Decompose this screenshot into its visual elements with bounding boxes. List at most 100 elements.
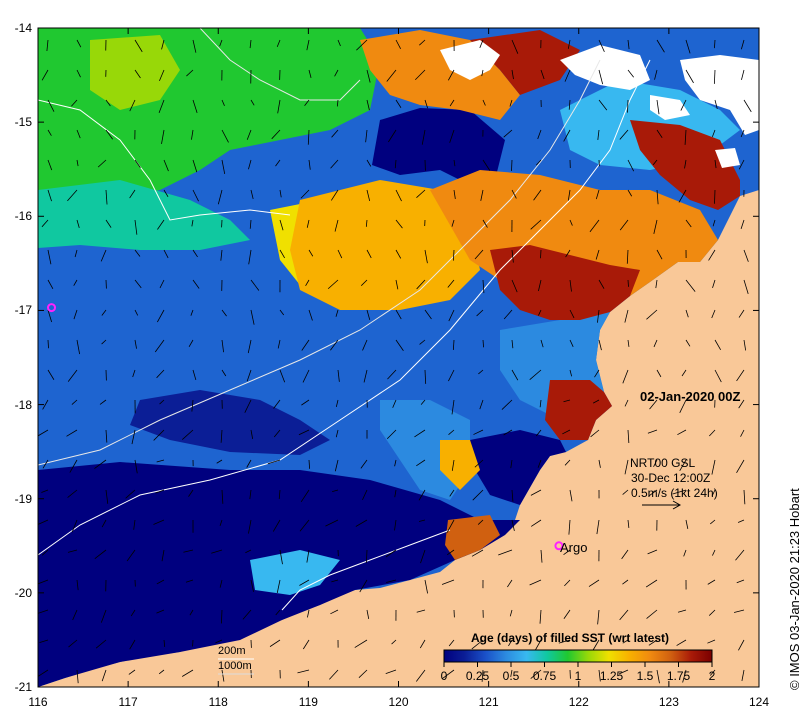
y-tick-label: -14 <box>14 21 32 35</box>
current-vector <box>416 459 426 467</box>
current-vector <box>279 219 284 231</box>
current-vector <box>622 369 629 384</box>
current-vector <box>712 549 716 556</box>
current-vector <box>221 99 225 106</box>
current-vector <box>481 69 484 77</box>
current-vector <box>419 639 426 649</box>
current-vector <box>416 279 426 290</box>
current-vector <box>306 219 310 228</box>
current-vector <box>626 249 629 264</box>
current-vector <box>597 309 600 323</box>
current-vector <box>537 459 542 468</box>
current-vector <box>682 669 687 683</box>
current-vector <box>192 189 199 202</box>
current-vector <box>249 39 252 49</box>
current-vector <box>250 309 255 325</box>
current-vector <box>100 609 107 623</box>
current-vector <box>153 519 165 525</box>
current-vector <box>498 549 513 556</box>
current-vector <box>478 369 484 375</box>
current-vector <box>618 669 629 675</box>
current-vector <box>273 399 281 409</box>
current-vector <box>646 609 658 619</box>
current-vector <box>128 669 136 675</box>
current-vector <box>134 39 143 53</box>
current-vector <box>558 639 571 644</box>
current-vector <box>714 39 716 49</box>
argo-label: Argo <box>560 540 588 555</box>
current-vector <box>530 669 542 679</box>
current-vector <box>301 399 310 406</box>
current-vector <box>624 399 629 407</box>
current-vector <box>627 279 629 287</box>
current-vector <box>279 249 285 259</box>
current-vector <box>273 429 281 438</box>
current-vector <box>279 369 286 383</box>
current-vector <box>192 369 197 381</box>
current-vector <box>154 339 165 353</box>
current-vector <box>743 279 749 295</box>
current-vector <box>511 489 514 502</box>
vector-scale-label: 0.5m/s (1kt 24h) <box>631 486 718 500</box>
current-vector <box>365 549 368 563</box>
current-vector <box>159 69 165 82</box>
current-vector <box>188 489 194 497</box>
current-vector <box>105 219 112 228</box>
current-vector <box>134 159 141 168</box>
current-vector <box>395 279 399 290</box>
current-vector <box>711 129 716 138</box>
current-vector <box>163 249 169 259</box>
current-vector <box>621 549 629 560</box>
current-vector <box>598 279 605 289</box>
current-vector <box>679 459 687 472</box>
current-vector <box>473 429 484 435</box>
current-vector <box>132 369 136 378</box>
current-vector <box>533 189 542 201</box>
current-vector <box>540 339 544 348</box>
current-vector <box>38 429 49 437</box>
current-vector <box>624 459 629 475</box>
current-vector <box>269 639 281 647</box>
current-vector <box>680 99 687 111</box>
current-vector <box>71 399 78 405</box>
current-vector <box>419 39 426 46</box>
current-vector <box>388 129 397 143</box>
current-vector <box>335 309 339 317</box>
current-vector <box>656 369 662 378</box>
current-vector <box>250 579 254 592</box>
current-vector <box>192 249 198 258</box>
current-vector <box>130 609 136 617</box>
current-vector <box>471 549 484 557</box>
current-vector <box>569 279 572 292</box>
current-vector <box>46 39 49 52</box>
current-vector <box>129 189 136 199</box>
current-vector <box>598 669 601 682</box>
current-vector <box>246 369 252 382</box>
current-vector <box>597 609 600 625</box>
current-vector <box>67 189 78 202</box>
current-vector <box>735 549 745 561</box>
credit-text: © IMOS 03-Jan-2020 21:23 Hobart <box>787 488 799 690</box>
current-vector <box>250 189 254 200</box>
current-vector <box>188 339 194 348</box>
current-vector <box>511 519 515 532</box>
current-vector <box>330 339 339 351</box>
current-vector <box>627 39 630 50</box>
current-vector <box>448 429 455 435</box>
current-vector <box>736 459 745 473</box>
current-vector <box>656 39 665 53</box>
current-vector <box>249 219 252 229</box>
current-vector <box>588 579 600 587</box>
current-vector <box>449 99 455 107</box>
current-vector <box>711 489 716 497</box>
product-label: NRT00 GSL <box>630 456 696 470</box>
y-tick-label: -15 <box>14 115 32 130</box>
colorbar-tick-label: 0 <box>440 669 448 683</box>
current-vector <box>153 429 165 441</box>
current-vector <box>656 189 659 205</box>
current-vector <box>508 639 513 647</box>
current-vector <box>219 579 223 588</box>
current-vector <box>355 519 368 527</box>
current-vector <box>653 459 658 467</box>
